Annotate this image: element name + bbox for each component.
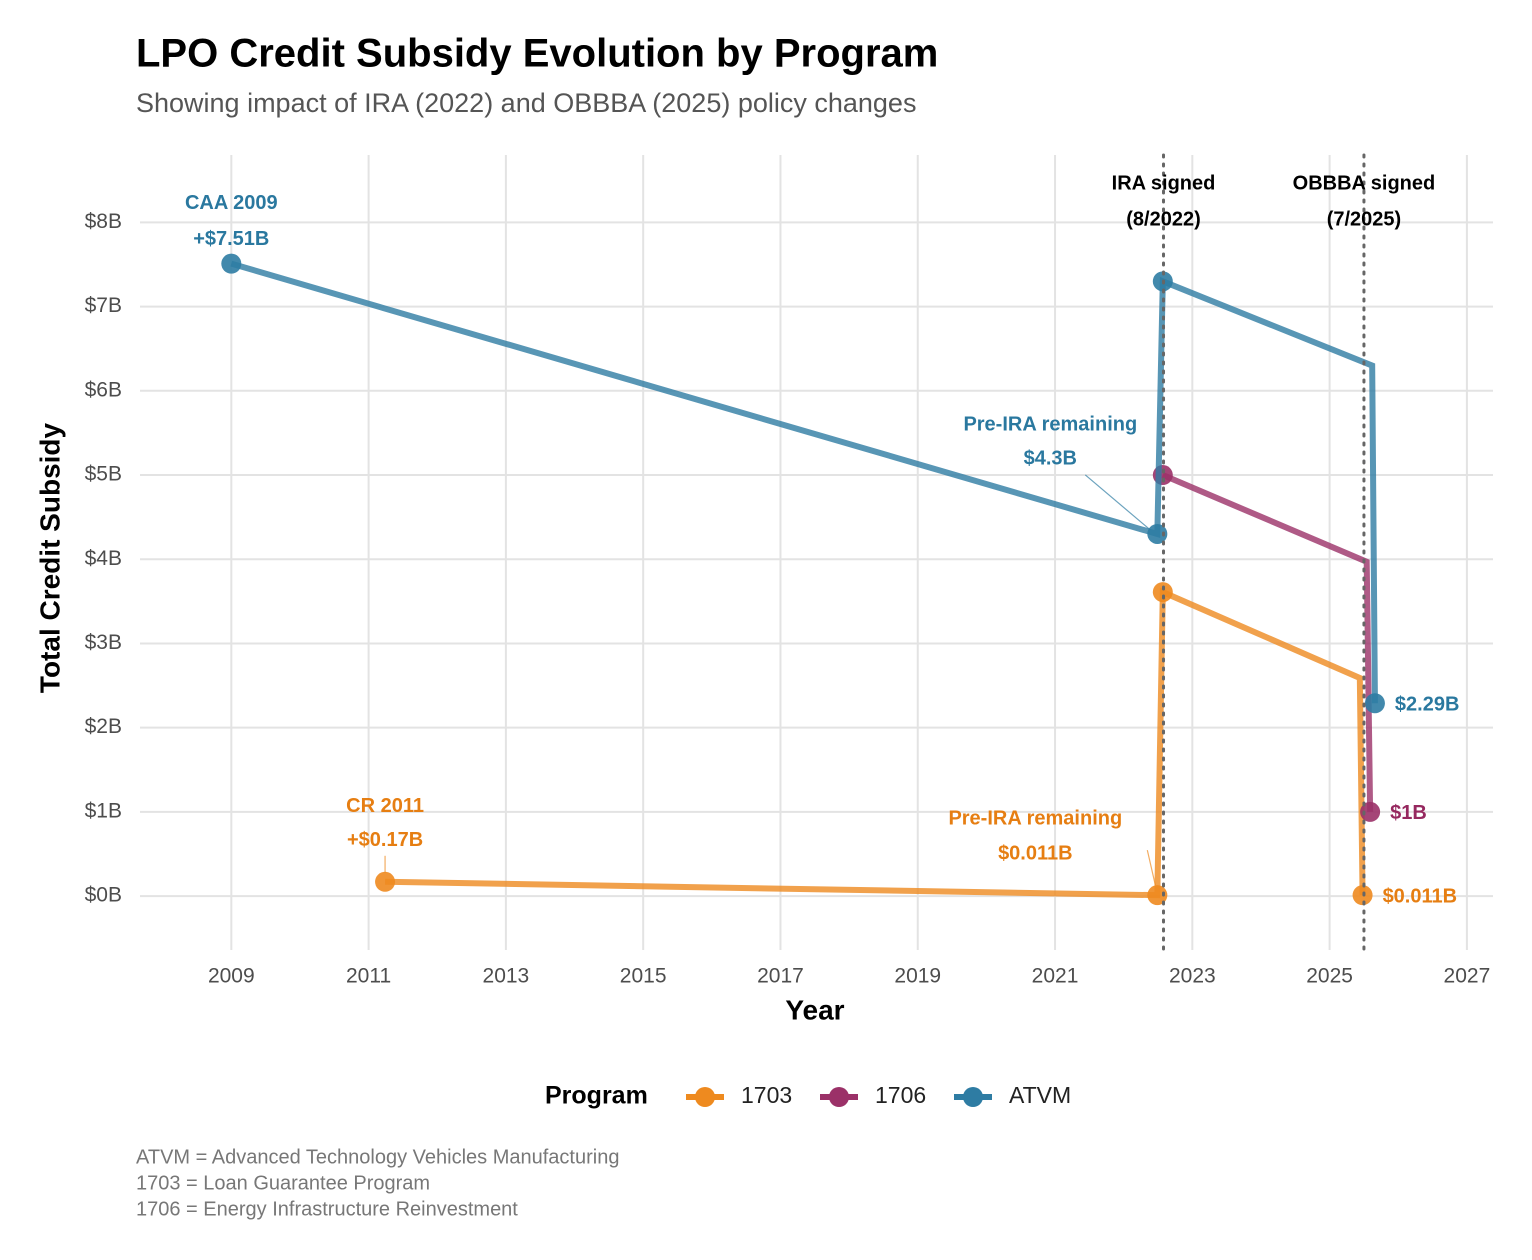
note-label: Pre-IRA remaining (948, 807, 1122, 829)
legend-title: Program (545, 1082, 648, 1110)
note-label: Pre-IRA remaining (963, 413, 1137, 435)
point (1152, 582, 1173, 603)
y-tick-label: $7B (85, 294, 122, 317)
plot: CR 2011 +$0.17B Pre-IRA remaining $0.011B $0… (185, 192, 1459, 908)
chart-subtitle: Showing impact of IRA (2022) and OBBBA (… (136, 88, 916, 118)
note-label: CR 2011 (346, 795, 424, 817)
x-tick-label: 2025 (1306, 965, 1353, 988)
y-tick-label: $8B (85, 210, 122, 233)
series-line (230, 260, 1378, 704)
x-tick-label: 2023 (1169, 965, 1216, 988)
policy-label: (8/2022) (1126, 208, 1201, 230)
policy-label: IRA signed (1112, 172, 1216, 194)
value-label: $4.3B (1024, 447, 1077, 469)
x-tick-label: 2013 (483, 965, 530, 988)
value-label: $0.011B (1383, 885, 1458, 907)
legend-label: ATVM (1009, 1082, 1071, 1108)
grid (140, 155, 1493, 950)
value-label: +$7.51B (193, 228, 269, 250)
point (375, 871, 396, 892)
x-tick-label: 2017 (757, 965, 804, 988)
value-label: +$0.17B (347, 829, 423, 851)
leader-line (1146, 850, 1156, 886)
policy-label: OBBBA signed (1293, 172, 1436, 194)
point (1147, 523, 1168, 544)
leader-line (1084, 474, 1151, 531)
caption: 1703 = Loan Guarantee Program (136, 1172, 430, 1194)
x-tick-label: 2015 (620, 965, 667, 988)
series-line (1161, 472, 1374, 812)
caption: 1706 = Energy Infrastructure Reinvestmen… (136, 1198, 518, 1220)
note-label: CAA 2009 (185, 192, 278, 214)
value-label: $0.011B (998, 842, 1073, 864)
x-tick-label: 2019 (894, 965, 941, 988)
value-label: $2.29B (1395, 694, 1460, 716)
y-tick-label: $2B (85, 715, 122, 738)
y-tick-label: $0B (85, 884, 122, 907)
series-line (385, 587, 1366, 899)
legend-key (695, 1087, 715, 1107)
x-axis-title: Year (785, 994, 844, 1025)
point (1360, 801, 1381, 822)
policy-label: (7/2025) (1327, 208, 1402, 230)
legend-key (829, 1087, 849, 1107)
caption: ATVM = Advanced Technology Vehicles Manu… (136, 1146, 619, 1168)
point (221, 253, 242, 274)
legend-item: ATVM (954, 1082, 1071, 1108)
x-tick-label: 2009 (208, 965, 255, 988)
y-tick-label: $1B (85, 799, 122, 822)
y-tick-label: $6B (85, 378, 122, 401)
legend-key (963, 1087, 983, 1107)
x-tick-label: 2011 (346, 965, 391, 988)
point (1147, 885, 1168, 906)
y-tick-label: $3B (85, 631, 122, 654)
x-tick-label: 2027 (1444, 965, 1491, 988)
chart-title: LPO Credit Subsidy Evolution by Program (136, 32, 938, 76)
y-tick-label: $4B (85, 547, 122, 570)
y-axis-title: Total Credit Subsidy (34, 422, 65, 693)
legend-item: 1706 (820, 1082, 926, 1108)
legend-label: 1706 (875, 1082, 926, 1108)
y-tick-label: $5B (85, 463, 122, 486)
legend-item: 1703 (686, 1082, 792, 1108)
point (1364, 693, 1385, 714)
x-tick-label: 2021 (1032, 965, 1079, 988)
value-label: $1B (1390, 802, 1427, 824)
legend-label: 1703 (741, 1082, 792, 1108)
